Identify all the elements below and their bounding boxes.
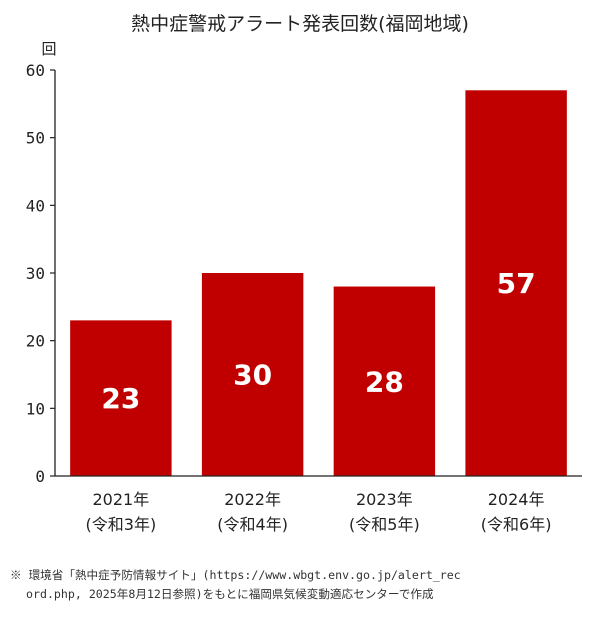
x-tick-label: 2023年 — [356, 490, 413, 509]
bar — [201, 273, 304, 476]
x-tick-sublabel: (令和3年) — [86, 515, 157, 534]
source-note: ※ 環境省「熱中症予防情報サイト」(https://www.wbgt.env.g… — [10, 566, 595, 604]
bar — [70, 320, 172, 476]
bar — [465, 90, 567, 477]
data-label: 23 — [101, 382, 140, 415]
y-tick-label: 20 — [26, 332, 45, 351]
data-label: 28 — [365, 365, 404, 398]
data-label: 57 — [497, 267, 536, 300]
x-tick-label: 2024年 — [488, 490, 545, 509]
source-note-line-1: ※ 環境省「熱中症予防情報サイト」(https://www.wbgt.env.g… — [10, 568, 461, 582]
x-tick-label: 2021年 — [93, 490, 150, 509]
source-note-line-2: ord.php, 2025年8月12日参照)をもとに福岡県気候変動適応センターで… — [26, 587, 434, 601]
y-tick-label: 0 — [35, 467, 45, 486]
y-tick-label: 50 — [26, 129, 45, 148]
x-tick-sublabel: (令和5年) — [349, 515, 420, 534]
x-tick-sublabel: (令和4年) — [217, 515, 288, 534]
y-axis-unit-label: 回 — [41, 40, 56, 58]
x-axis-ticks: 2021年 (令和3年) 2022年 (令和4年) 2023年 (令和5年) 2024年 (令… — [86, 490, 552, 534]
bars: 23 30 28 57 — [70, 90, 567, 477]
y-tick-label: 30 — [26, 264, 45, 283]
y-tick-label: 60 — [26, 61, 45, 80]
data-label: 30 — [233, 359, 272, 392]
y-tick-label: 10 — [26, 399, 45, 418]
bar-chart: 熱中症警戒アラート発表回数(福岡地域) 回 0 10 20 30 40 50 60 23 30… — [26, 13, 582, 534]
x-tick-label: 2022年 — [224, 490, 281, 509]
x-tick-sublabel: (令和6年) — [481, 515, 552, 534]
chart-title: 熱中症警戒アラート発表回数(福岡地域) — [131, 13, 469, 35]
y-axis-ticks: 0 10 20 30 40 50 60 — [26, 61, 55, 486]
y-tick-label: 40 — [26, 196, 45, 215]
bar — [333, 286, 436, 476]
